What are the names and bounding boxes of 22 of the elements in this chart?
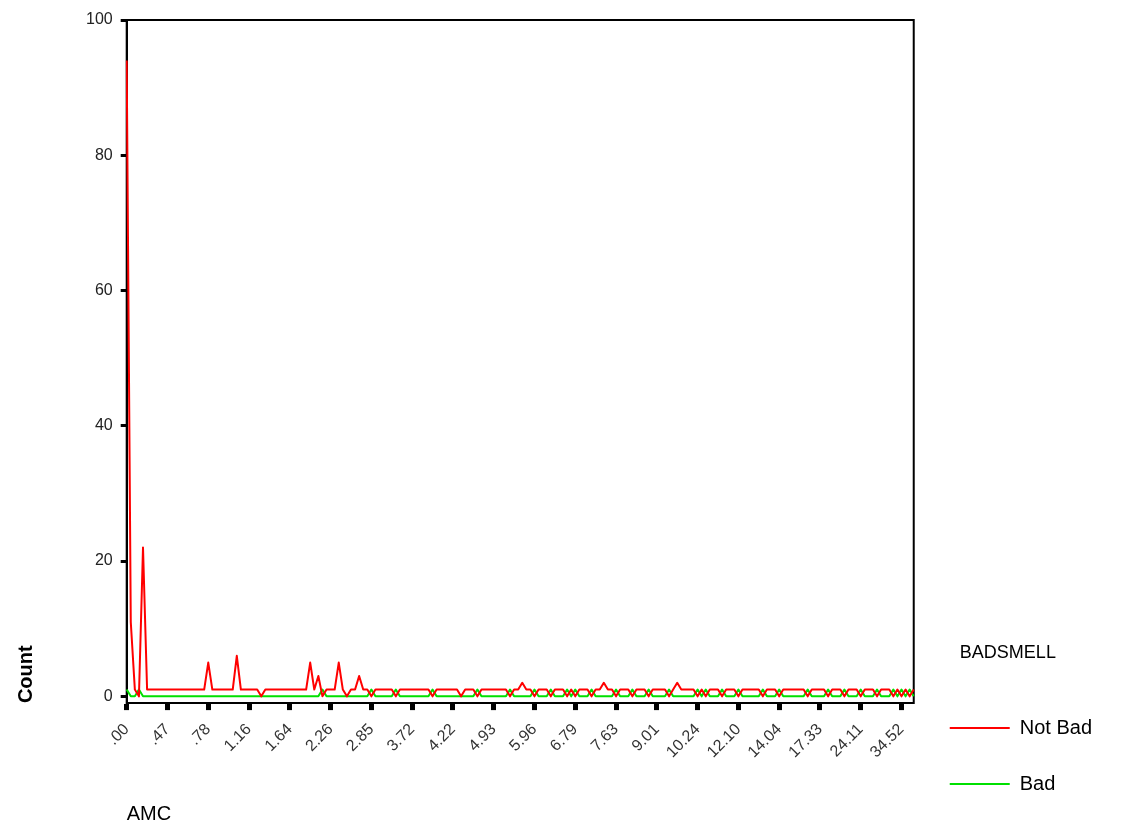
y-tick-label: 60 xyxy=(94,280,113,298)
x-tick-label: 1.16 xyxy=(220,720,255,755)
x-tick-label: 4.22 xyxy=(424,720,459,755)
x-axis-title: AMC xyxy=(126,801,172,824)
legend-label: Not Bad xyxy=(1019,715,1092,738)
x-tick-label: 7.63 xyxy=(587,720,622,755)
x-tick-label: 4.93 xyxy=(464,720,500,755)
legend-label: Bad xyxy=(1019,771,1056,794)
y-tick-label: 0 xyxy=(103,686,113,704)
y-tick-label: 40 xyxy=(94,416,113,434)
x-tick-label: 9.01 xyxy=(628,720,663,755)
x-tick-label: .00 xyxy=(104,720,132,748)
x-tick-label: 3.72 xyxy=(383,720,418,755)
y-tick-label: 20 xyxy=(94,551,113,569)
x-tick-label: 5.96 xyxy=(505,720,540,755)
y-axis-title: Count xyxy=(13,645,36,704)
x-tick-label: 6.79 xyxy=(546,720,581,755)
y-tick-label: 100 xyxy=(85,10,113,28)
x-tick-label: .47 xyxy=(144,720,173,748)
legend-title: BADSMELL xyxy=(959,642,1056,663)
y-tick-label: 80 xyxy=(94,145,113,163)
x-tick-label: .78 xyxy=(185,720,214,748)
